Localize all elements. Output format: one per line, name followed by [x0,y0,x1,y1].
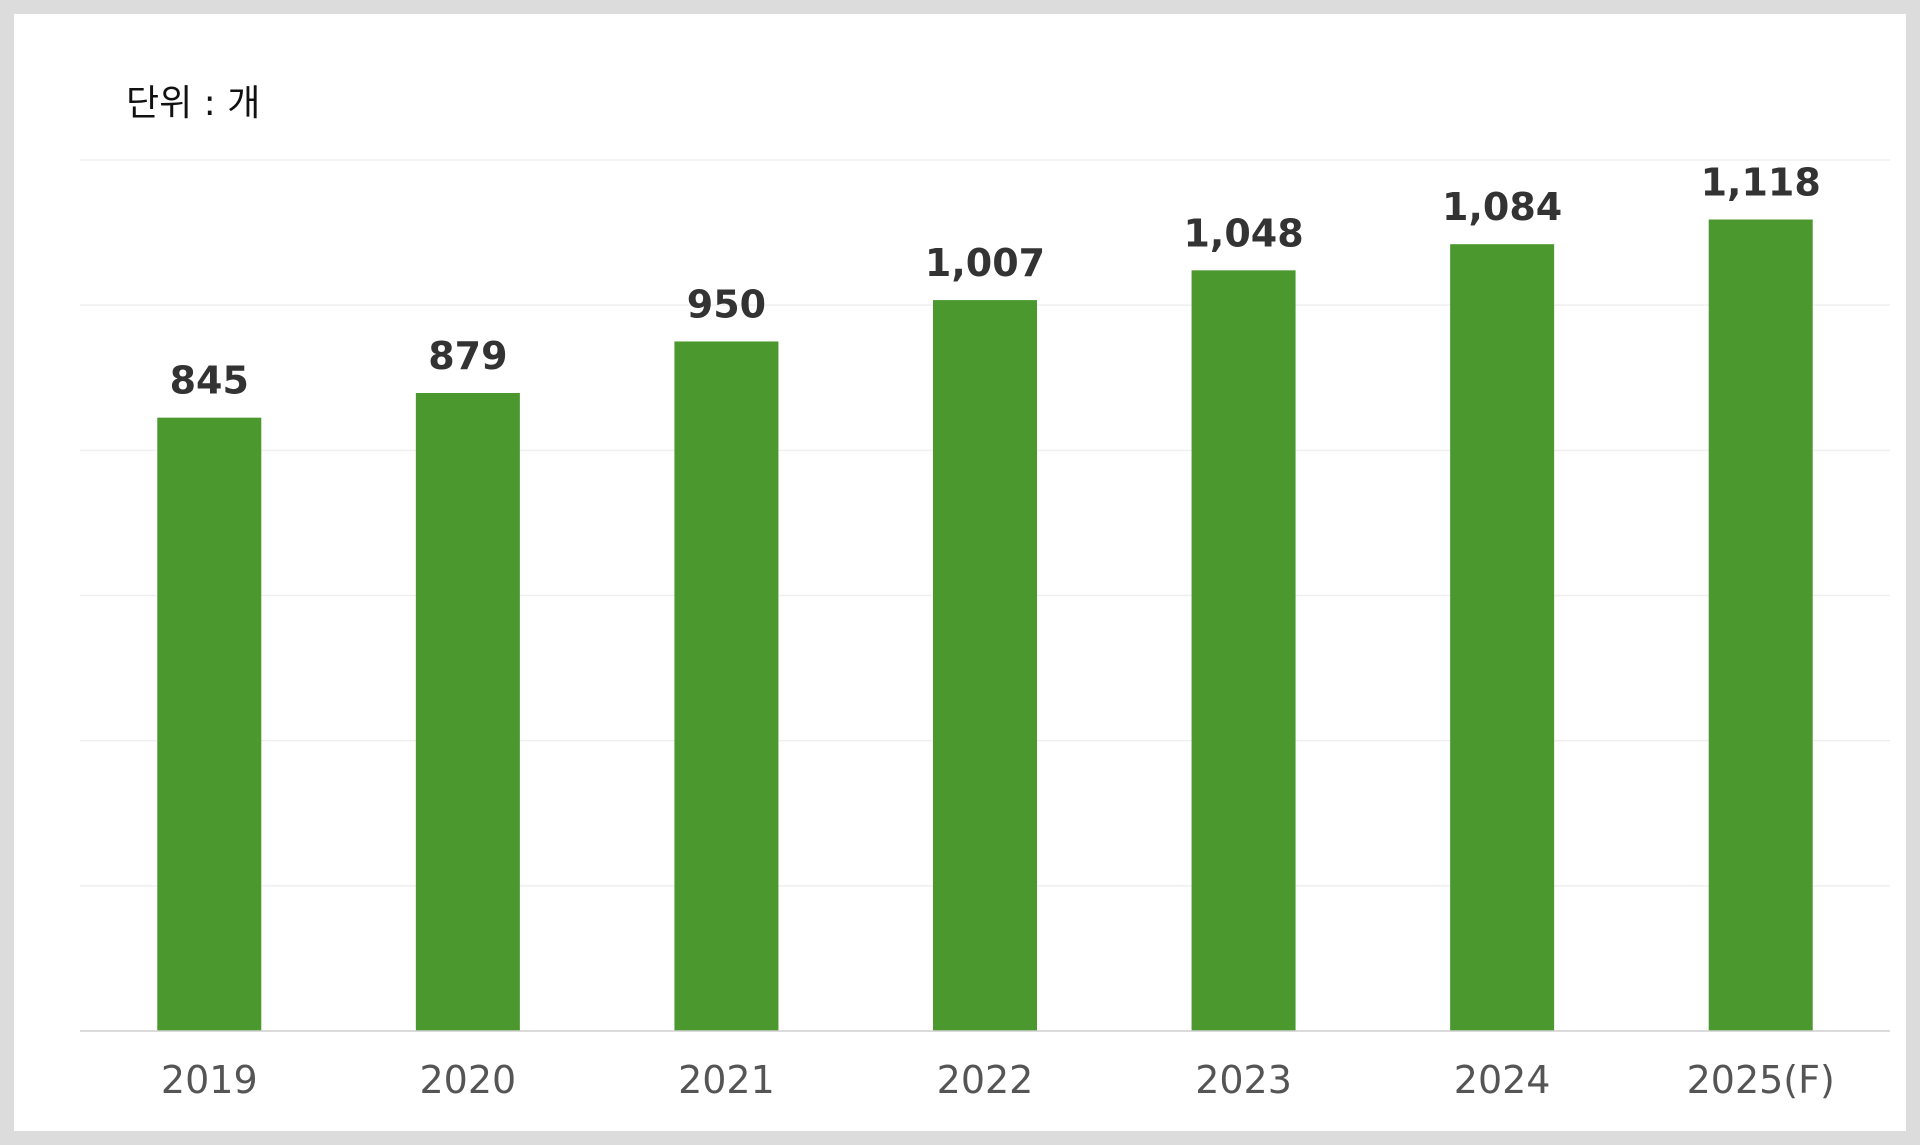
bar-2020 [415,392,520,1031]
x-tick-label: 2019 [161,1058,258,1102]
unit-label: 단위 : 개 [126,83,261,124]
bar-value-label: 1,048 [1183,211,1303,255]
bar-value-label: 845 [170,359,249,403]
bar-value-label: 1,084 [1442,185,1562,229]
bar-2019 [157,417,262,1031]
bar-value-labels: 845 879 950 1,007 1,048 1,084 1,118 [170,161,1821,403]
x-tick-label: 2021 [678,1058,775,1102]
bar-value-label: 879 [428,334,507,378]
bar-2024 [1450,244,1555,1032]
chart-panel: 단위 : 개 845 879 950 1,007 1,048 1,084 1,118 201… [14,14,1906,1131]
bar-2021 [674,341,779,1031]
x-tick-label: 2022 [937,1058,1034,1102]
x-tick-label: 2025(F) [1687,1058,1835,1102]
bars [157,219,1813,1032]
bar-value-label: 1,118 [1701,161,1821,205]
bar-value-label: 1,007 [925,241,1045,285]
x-tick-label: 2024 [1454,1058,1551,1102]
bar-2022 [933,300,1037,1032]
x-tick-label: 2020 [419,1058,516,1102]
bar-value-label: 950 [687,282,766,326]
x-tick-label: 2023 [1195,1058,1292,1102]
bar-2025(F) [1708,219,1813,1032]
x-tick-labels: 2019 2020 2021 2022 2023 2024 2025(F) [161,1058,1835,1102]
bar-2023 [1191,270,1296,1031]
